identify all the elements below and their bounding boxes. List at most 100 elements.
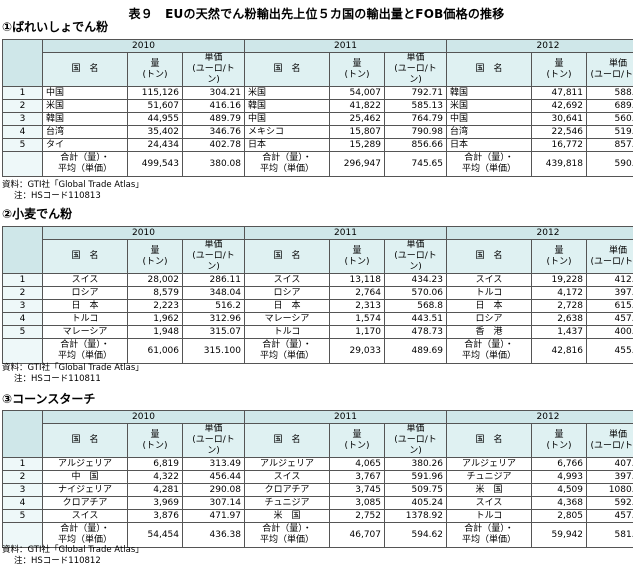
quantity-cell: 2,764	[329, 286, 385, 300]
table-row: 5 タイ 24,434 402.78 日本 15,289 856.66 日本 16,772 857…	[2, 138, 633, 152]
price-cell: 588.84	[586, 86, 633, 100]
total-quantity: 54,454	[127, 522, 183, 548]
quantity-cell: 3,969	[127, 496, 183, 510]
hs-code-note: 注：HSコード110813	[14, 191, 101, 201]
price-cell: 434.23	[384, 273, 447, 287]
price-cell: 397.44	[586, 470, 633, 484]
quantity-cell: 2,638	[531, 312, 587, 326]
quantity-header: 量 (トン)	[531, 239, 587, 274]
total-label: 合計（量）・ 平均（単価）	[42, 151, 128, 177]
price-cell: 489.79	[182, 112, 245, 126]
price-cell: 560.77	[586, 112, 633, 126]
average-price: 594.62	[384, 522, 447, 548]
total-row: 合計（量）・ 平均（単価） 61,006 315.100 合計（量）・ 平均（単価） 29,…	[2, 338, 633, 364]
quantity-cell: 6,819	[127, 457, 183, 471]
average-price: 436.38	[182, 522, 245, 548]
price-header: 単価(ユーロ/トン)	[384, 52, 447, 87]
source-text: 資料：GTI社「Global Trade Atlas」	[2, 545, 144, 555]
quantity-cell: 1,574	[329, 312, 385, 326]
country-cell: 米国	[42, 99, 128, 113]
year-header: 2010	[42, 410, 245, 424]
table-row: 2 米国 51,607 416.16 韓国 41,822 585.13 米国 42,692 689…	[2, 99, 633, 113]
quantity-cell: 2,223	[127, 299, 183, 313]
table-row: 1 アルジェリア 6,819 313.49 アルジェリア 4,065 380.26 アルジェリ…	[2, 457, 633, 471]
price-cell: 592.60	[586, 496, 633, 510]
quantity-cell: 4,509	[531, 483, 587, 497]
total-label: 合計（量）・ 平均（単価）	[244, 151, 330, 177]
section-heading: ②小麦でん粉	[2, 207, 73, 221]
country-cell: スイス	[244, 470, 330, 484]
quantity-cell: 41,822	[329, 99, 385, 113]
country-cell: ロシア	[446, 312, 532, 326]
quantity-cell: 3,876	[127, 509, 183, 523]
price-cell: 313.49	[182, 457, 245, 471]
price-cell: 856.66	[384, 138, 447, 152]
country-cell: アルジェリア	[244, 457, 330, 471]
price-header: 単価(ユーロ/トン)	[182, 423, 245, 458]
quantity-cell: 8,579	[127, 286, 183, 300]
quantity-cell: 54,007	[329, 86, 385, 100]
year-header: 2011	[244, 39, 447, 53]
average-price: 380.08	[182, 151, 245, 177]
quantity-cell: 16,772	[531, 138, 587, 152]
document-title: 表９ EUの天然でん粉輸出先上位５カ国の輸出量とFOB価格の推移	[128, 7, 505, 21]
table-row: 5 マレーシア 1,948 315.07 トルコ 1,170 478.73 香 港 1,437 4…	[2, 325, 633, 339]
hs-code-note: 注：HSコード110811	[14, 374, 101, 384]
price-cell: 792.71	[384, 86, 447, 100]
quantity-cell: 25,462	[329, 112, 385, 126]
total-quantity: 42,816	[531, 338, 587, 364]
total-rank-cell	[2, 338, 43, 364]
country-cell: ロシア	[42, 286, 128, 300]
source-note: 資料：GTI社「Global Trade Atlas」 注：HSコード110812	[2, 545, 144, 567]
country-cell: クロアチア	[42, 496, 128, 510]
quantity-cell: 47,811	[531, 86, 587, 100]
country-cell: 日本	[446, 138, 532, 152]
price-cell: 315.07	[182, 325, 245, 339]
country-cell: トルコ	[244, 325, 330, 339]
country-cell: マレーシア	[244, 312, 330, 326]
total-quantity: 499,543	[127, 151, 183, 177]
export-table: 2010 2011 2012 国 名量 (トン) 単価 (ユーロ/トン) 国 名量 (トン) 単価…	[2, 226, 633, 364]
price-cell: 1080.18	[586, 483, 633, 497]
country-cell: 中国	[446, 112, 532, 126]
country-cell: 韓国	[244, 99, 330, 113]
country-cell: 米国	[446, 99, 532, 113]
quantity-cell: 51,607	[127, 99, 183, 113]
country-cell: 日 本	[244, 299, 330, 313]
total-quantity: 29,033	[329, 338, 385, 364]
price-cell: 478.73	[384, 325, 447, 339]
average-price: 315.100	[182, 338, 245, 364]
country-header: 国 名	[446, 239, 532, 274]
quantity-cell: 2,313	[329, 299, 385, 313]
quantity-header: 量 (トン)	[127, 239, 183, 274]
total-quantity: 296,947	[329, 151, 385, 177]
price-cell: 615.51	[586, 299, 633, 313]
average-price: 745.65	[384, 151, 447, 177]
country-cell: クロアチア	[244, 483, 330, 497]
price-cell: 457.16	[586, 312, 633, 326]
quantity-cell: 35,402	[127, 125, 183, 139]
table-row: 2 ロシア 8,579 348.04 ロシア 2,764 570.06 トルコ 4,172 397…	[2, 286, 633, 300]
rank-cell: 1	[2, 457, 43, 471]
year-header: 2012	[446, 226, 633, 240]
price-cell: 857.42	[586, 138, 633, 152]
country-cell: ロシア	[244, 286, 330, 300]
country-cell: スイス	[42, 273, 128, 287]
country-cell: トルコ	[446, 509, 532, 523]
rank-cell: 1	[2, 86, 43, 100]
country-header: 国 名	[244, 52, 330, 87]
rank-cell: 1	[2, 273, 43, 287]
quantity-cell: 115,126	[127, 86, 183, 100]
price-cell: 471.97	[182, 509, 245, 523]
price-cell: 402.78	[182, 138, 245, 152]
total-label: 合計（量）・ 平均（単価）	[446, 151, 532, 177]
price-cell: 348.04	[182, 286, 245, 300]
price-cell: 307.14	[182, 496, 245, 510]
price-cell: 570.06	[384, 286, 447, 300]
country-cell: スイス	[446, 496, 532, 510]
country-cell: トルコ	[42, 312, 128, 326]
quantity-header: 量 (トン)	[127, 423, 183, 458]
country-cell: スイス	[42, 509, 128, 523]
price-cell: 346.76	[182, 125, 245, 139]
price-cell: 304.21	[182, 86, 245, 100]
